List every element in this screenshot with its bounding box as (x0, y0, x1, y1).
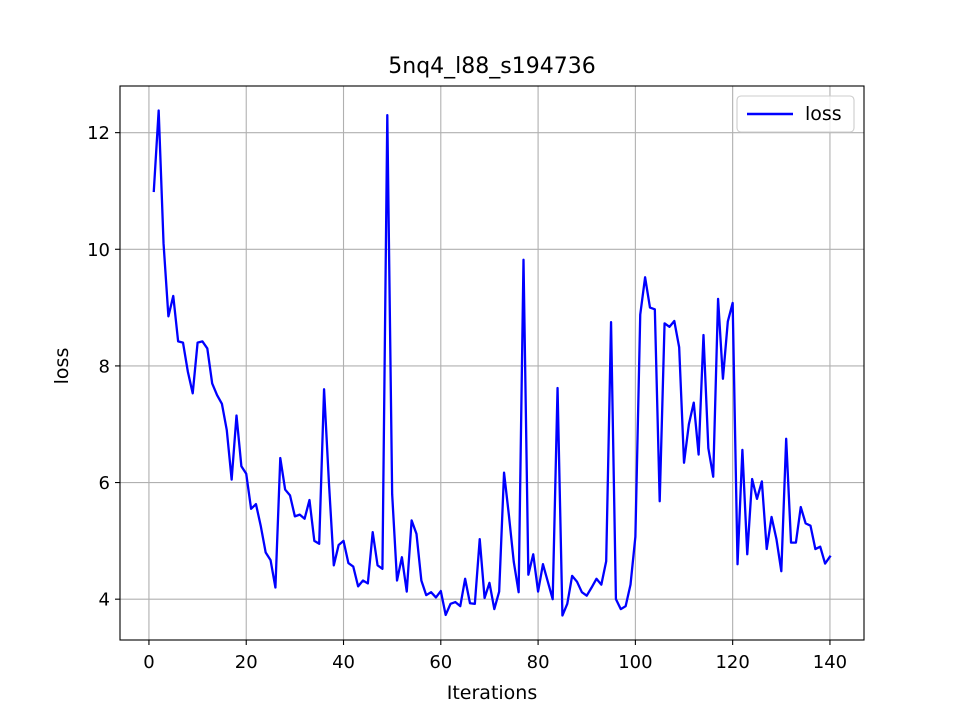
y-tick-label: 12 (87, 123, 110, 144)
x-tick-label: 140 (813, 652, 847, 673)
x-tick-label: 80 (527, 652, 550, 673)
legend-label-loss: loss (805, 103, 842, 125)
x-tick-label: 40 (332, 652, 355, 673)
y-tick-label: 8 (99, 356, 110, 377)
x-tick-label: 0 (143, 652, 154, 673)
series-layer (152, 109, 832, 617)
y-axis-label: loss (51, 348, 73, 385)
x-axis-label: Iterations (447, 682, 538, 704)
legend: loss (736, 95, 855, 133)
series-line-loss (152, 109, 832, 617)
legend-box (736, 95, 855, 133)
y-tick-label: 10 (87, 240, 110, 261)
x-tick-label: 100 (618, 652, 652, 673)
plot-area-frame (119, 85, 865, 641)
chart-title: 5nq4_l88_s194736 (388, 54, 595, 79)
x-tick-label: 20 (235, 652, 258, 673)
x-tick-label: 60 (429, 652, 452, 673)
y-tick-label: 4 (99, 590, 110, 611)
y-tick-label: 6 (99, 473, 110, 494)
x-tick-label: 120 (715, 652, 749, 673)
axis-ticks: 0 20 40 60 80 100 120 140 4 6 8 10 12 (87, 123, 847, 673)
